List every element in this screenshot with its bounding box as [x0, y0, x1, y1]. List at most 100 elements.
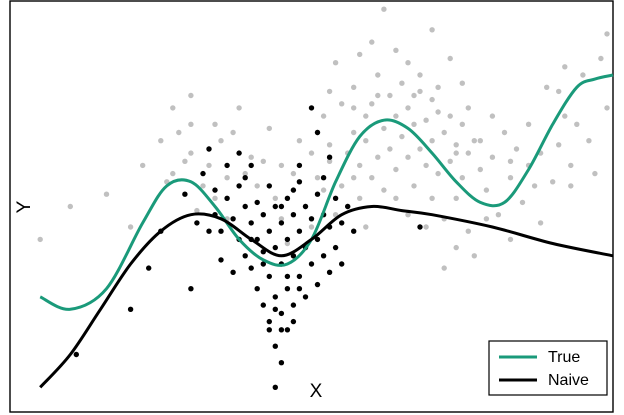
gray-point-120 [471, 253, 477, 259]
gray-point-113 [308, 224, 315, 230]
gray-point-12 [200, 183, 206, 189]
black-point-50 [302, 203, 309, 210]
black-point-59 [320, 253, 327, 259]
gray-point-35 [339, 101, 345, 107]
black-point-62 [332, 195, 339, 201]
gray-point-24 [278, 216, 285, 222]
gray-point-48 [381, 125, 387, 132]
gray-point-63 [423, 162, 429, 169]
gray-point-23 [272, 195, 278, 201]
black-point-80 [266, 318, 272, 325]
gray-point-3 [127, 224, 134, 230]
gray-point-45 [369, 175, 375, 181]
gray-point-134 [598, 55, 604, 62]
gray-point-142 [375, 92, 381, 99]
gray-point-83 [501, 129, 508, 136]
gray-point-38 [351, 84, 357, 91]
gray-point-144 [435, 84, 441, 91]
gray-point-95 [574, 121, 580, 128]
gray-point-1 [67, 203, 74, 210]
gray-point-36 [339, 183, 345, 189]
gray-point-57 [405, 154, 411, 160]
black-point-9 [212, 187, 218, 193]
gray-point-65 [429, 138, 435, 144]
black-point-47 [296, 179, 303, 185]
gray-point-90 [544, 84, 550, 91]
black-point-38 [278, 310, 285, 317]
gray-point-30 [314, 175, 321, 181]
black-point-83 [272, 384, 278, 390]
series-line-true [39, 73, 614, 311]
gray-point-4 [140, 162, 146, 169]
black-point-30 [266, 273, 272, 280]
black-point-32 [272, 203, 278, 210]
gray-point-9 [182, 158, 188, 164]
gray-point-40 [357, 162, 363, 169]
black-point-84 [417, 224, 423, 230]
black-point-63 [332, 244, 339, 251]
black-point-66 [345, 203, 351, 210]
gray-point-55 [399, 133, 405, 140]
gray-point-64 [429, 96, 435, 103]
gray-point-107 [369, 39, 375, 45]
black-point-29 [266, 228, 272, 234]
gray-point-136 [170, 105, 176, 111]
gray-point-19 [242, 170, 248, 177]
gray-point-54 [399, 80, 405, 86]
gray-point-117 [405, 212, 411, 218]
gray-point-111 [218, 138, 224, 144]
gray-point-135 [562, 64, 568, 70]
gray-point-149 [477, 138, 483, 144]
gray-point-41 [357, 195, 363, 201]
gray-point-10 [188, 150, 194, 156]
legend-label-naive: Naive [548, 372, 589, 389]
gray-point-91 [550, 179, 556, 185]
black-point-65 [339, 261, 345, 267]
black-point-48 [296, 228, 303, 234]
gray-point-0 [37, 236, 43, 243]
black-point-2 [146, 265, 152, 271]
y-axis-label: Y [14, 200, 35, 213]
gray-point-31 [320, 113, 327, 119]
gray-point-29 [308, 150, 315, 156]
black-point-1 [127, 306, 134, 312]
gray-point-116 [363, 224, 369, 230]
gray-point-33 [326, 142, 333, 148]
series-line-naive [39, 204, 614, 389]
gray-point-62 [423, 117, 429, 123]
gray-point-21 [254, 183, 260, 189]
gray-point-71 [447, 158, 453, 164]
gray-point-46 [375, 72, 381, 78]
gray-point-146 [489, 113, 496, 119]
line-layer [39, 73, 614, 389]
gray-point-110 [206, 162, 212, 169]
gray-point-138 [212, 121, 218, 128]
black-point-12 [224, 195, 230, 201]
black-point-0 [73, 351, 80, 358]
gray-point-88 [531, 183, 538, 189]
gray-point-74 [459, 121, 465, 128]
gray-point-129 [525, 121, 532, 128]
gray-point-133 [604, 31, 610, 37]
gray-point-59 [411, 183, 417, 189]
gray-point-92 [556, 142, 562, 148]
legend-box [488, 340, 608, 396]
black-point-72 [242, 175, 248, 181]
black-point-42 [284, 286, 291, 292]
black-point-15 [236, 183, 242, 189]
black-point-17 [242, 203, 248, 210]
gray-point-101 [429, 27, 435, 33]
black-point-52 [302, 294, 309, 300]
gray-point-81 [489, 154, 496, 160]
gray-point-17 [230, 129, 236, 136]
gray-point-75 [459, 175, 465, 181]
gray-point-137 [188, 92, 194, 99]
gray-point-39 [351, 129, 357, 136]
black-point-79 [272, 306, 278, 312]
black-point-8 [206, 146, 212, 152]
black-point-24 [254, 286, 260, 292]
black-point-25 [260, 212, 266, 218]
black-point-20 [248, 220, 254, 226]
black-point-68 [308, 105, 315, 111]
gray-point-20 [248, 154, 254, 160]
